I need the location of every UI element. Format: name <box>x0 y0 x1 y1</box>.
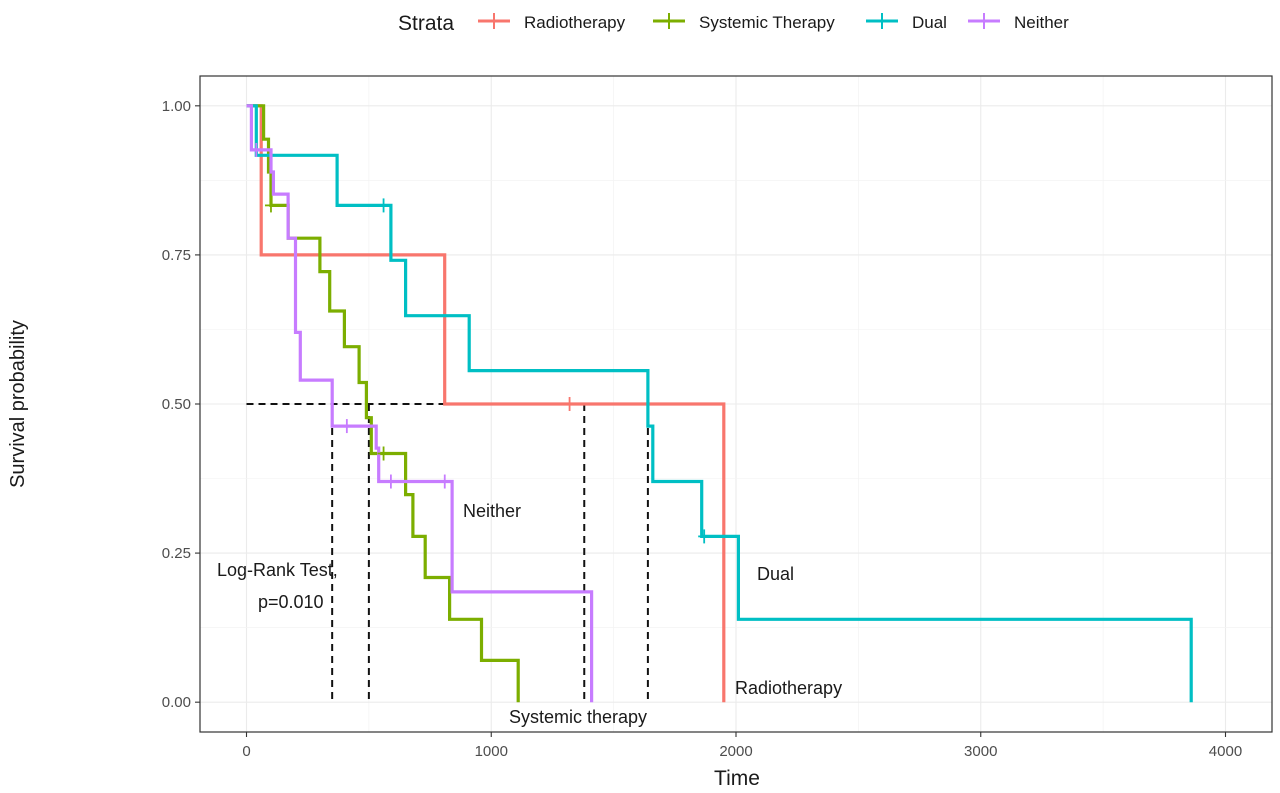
y-tick-label-2: 0.50 <box>162 396 191 413</box>
x-tick-label-3: 3000 <box>964 743 997 760</box>
y-axis-title: Survival probability <box>7 320 29 488</box>
log-rank-label: Log-Rank Test, <box>217 560 338 580</box>
curve-systemic-therapy <box>246 104 520 703</box>
x-axis-title: Time <box>714 767 760 790</box>
legend: Strata Radiotherapy Systemic Therapy Dua… <box>398 12 1069 35</box>
x-axis: 0 1000 2000 3000 4000 <box>242 732 1242 760</box>
curve-label-dual: Dual <box>757 564 794 584</box>
x-tick-label-0: 0 <box>242 743 250 760</box>
curve-label-neither: Neither <box>463 501 521 521</box>
x-tick-label-1: 1000 <box>475 743 508 760</box>
survival-curves <box>246 104 1193 703</box>
y-axis: 0.00 0.25 0.50 0.75 1.00 <box>162 98 200 711</box>
curve-label-radiotherapy: Radiotherapy <box>735 678 842 698</box>
x-tick-label-4: 4000 <box>1209 743 1242 760</box>
legend-label-neither: Neither <box>1014 13 1069 32</box>
curve-label-systemic-therapy: Systemic therapy <box>509 707 647 727</box>
p-value-label: p=0.010 <box>258 592 324 612</box>
legend-label-systemic-therapy: Systemic Therapy <box>699 13 835 32</box>
legend-label-radiotherapy: Radiotherapy <box>524 13 626 32</box>
x-tick-label-2: 2000 <box>719 743 752 760</box>
plot-panel <box>199 75 1273 733</box>
y-tick-label-1: 0.25 <box>162 545 191 562</box>
curve-dual <box>246 104 1193 703</box>
median-reference-lines <box>246 403 649 703</box>
y-tick-label-0: 0.00 <box>162 694 191 711</box>
censor-marks <box>250 142 711 544</box>
legend-title: Strata <box>398 12 454 35</box>
annotations: Log-Rank Test, p=0.010 Neither Dual Radi… <box>217 501 842 727</box>
y-tick-label-4: 1.00 <box>162 98 191 115</box>
y-tick-label-3: 0.75 <box>162 247 191 264</box>
legend-label-dual: Dual <box>912 13 947 32</box>
